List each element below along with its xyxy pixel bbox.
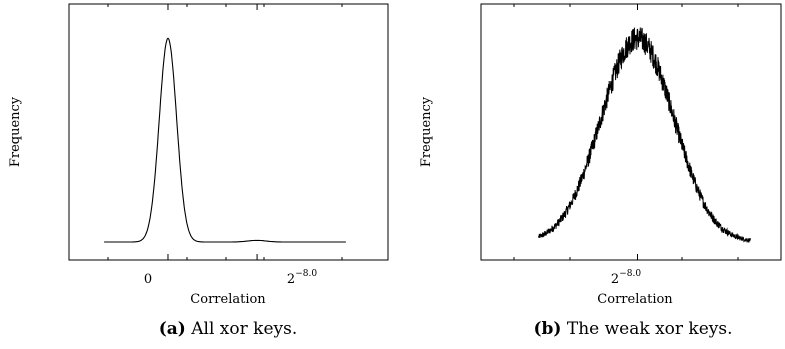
y-axis-label: Frequency [419, 96, 434, 167]
caption-b: (b) The weak xor keys. [533, 319, 732, 339]
x-ticks [107, 4, 343, 260]
chart-panel-a: Frequency 0 2−8.0 Correlation (a) All xo… [8, 3, 389, 339]
caption-a: (a) All xor keys. [159, 319, 298, 339]
x-tick-label-0: 2−8.0 [611, 269, 641, 287]
x-ticks [513, 4, 739, 260]
x-tick-label-1: 2−8.0 [287, 269, 317, 287]
plot-frame [480, 3, 782, 261]
x-tick-label-0: 0 [144, 272, 152, 287]
y-axis-label: Frequency [8, 96, 23, 167]
plot-frame [68, 3, 389, 261]
x-axis-label: Correlation [190, 292, 266, 307]
x-axis-label: Correlation [597, 292, 673, 307]
series-line [538, 27, 751, 244]
chart-panel-b: Frequency 2−8.0 Correlation (b) The weak… [419, 3, 782, 339]
series-line [104, 37, 346, 243]
